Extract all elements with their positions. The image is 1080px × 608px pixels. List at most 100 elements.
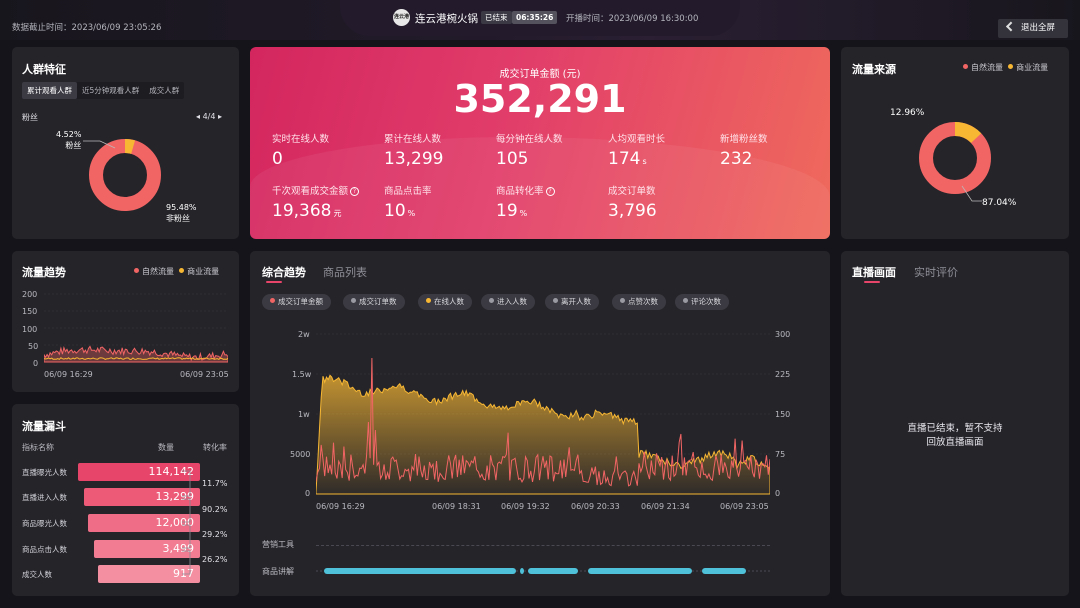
legend-commercial: 商业流量 [1016,63,1049,72]
help-icon[interactable]: ? [350,187,360,196]
combo-y-right-tick: 225 [775,370,791,379]
traffic-source-title: 流量来源 [852,63,896,76]
product-explain-segment [520,568,524,574]
chip-label: 在线人数 [434,297,464,306]
combo-y-left-tick: 5000 [290,450,311,459]
kpi-label: 成交订单数 [608,186,656,197]
chip-dot [620,298,625,303]
live-ended-line1: 直播已结束，暂不支持 [907,423,1003,434]
combo-x-tick: 06/09 23:05 [720,502,769,511]
kpi-value: 19,368 [272,201,332,221]
traffic-source-legend: 自然流量 商业流量 [963,62,1048,73]
kpi-label: 商品点击率 [384,186,432,197]
kpi-label: 实时在线人数 [272,134,330,145]
kpi-unit: 元 [333,209,342,218]
next-page-icon[interactable]: ▸ [215,112,222,121]
nonfan-label-group: 95.48% 非粉丝 [166,202,197,224]
exit-fullscreen-icon [1005,21,1016,32]
kpi-value: 174 [608,149,641,169]
trend-y-tick: 100 [22,325,38,334]
kpi-cumulative-online: 累计在线人数 13,299 [384,131,443,169]
funnel-row: 商品点击人数 3,499 [22,540,200,558]
store-name: 连云港椀火锅 [415,13,478,25]
metric-chip[interactable]: 评论次数 [675,294,729,310]
tab-live-view[interactable]: 直播画面 [852,266,896,279]
kpi-label: 人均观看时长 [608,134,666,145]
kpi-value: 10 [384,201,406,221]
funnel-row-name: 商品曝光人数 [22,519,67,528]
donut-slice-commercial [919,122,991,194]
fan-label-group: 4.52% 粉丝 [56,129,81,151]
trend-series-natural [44,345,228,363]
legend-natural: 自然流量 [142,267,174,276]
tab-recent-viewers[interactable]: 近5分钟观看人群 [82,86,140,95]
funnel-brackets [182,470,191,575]
crowd-title: 人群特征 [22,63,66,76]
legend-dot-commercial [179,268,185,273]
tab-combo-trend[interactable]: 综合趋势 [262,266,306,279]
trend-y-tick: 200 [22,290,38,299]
kpi-value: 19 [496,201,518,221]
trend-x-tick: 06/09 16:29 [44,370,93,379]
kpi-product-ctr: 商品点击率 10% [384,183,432,221]
chip-dot [683,298,688,303]
product-explain-segment [702,568,746,574]
legend-dot-commercial [1008,64,1014,69]
metric-chip[interactable]: 进入人数 [481,294,535,310]
crowd-pager: ◂ 4/4 ▸ [196,112,222,121]
kpi-order-count: 成交订单数 3,796 [608,183,657,221]
kpi-label: 千次观看成交金额 [272,186,349,197]
fan-label: 粉丝 [65,141,82,150]
chip-dot [426,298,431,303]
product-explain-label: 商品讲解 [262,567,294,576]
kpi-value: 3,796 [608,201,657,221]
live-view-panel [841,251,1069,596]
combo-x-tick: 06/09 16:29 [316,502,365,511]
kpi-avg-watch-time: 人均观看时长 174 s [608,131,665,169]
live-ended-line2: 回放直播画面 [926,437,984,448]
crowd-pager-label: 4/4 [202,112,216,121]
product-explain-segment [528,568,578,574]
kpi-product-cvr: 商品转化率? 19% [496,183,555,221]
metric-chip[interactable]: 在线人数 [418,294,472,310]
combo-x-tick: 06/09 21:34 [641,502,690,511]
metric-chip[interactable]: 点赞次数 [612,294,666,310]
combo-series-online [316,374,770,495]
metric-chip[interactable]: 成交订单金额 [262,294,331,310]
funnel-row-value: 12,000 [88,514,200,532]
traffic-trend-panel [12,251,239,392]
crowd-subtitle: 粉丝 [22,113,38,122]
metric-chip[interactable]: 成交订单数 [343,294,405,310]
tab-buyers[interactable]: 成交人群 [149,86,180,95]
prev-page-icon[interactable]: ◂ [196,112,203,121]
combo-y-right-tick: 150 [775,410,791,419]
combo-y-left-tick: 1.5w [292,370,312,379]
combo-x-tick: 06/09 20:33 [571,502,620,511]
commercial-pct: 12.96% [890,108,925,118]
funnel-row-value: 114,142 [78,463,200,481]
combo-series-sales-amount [316,357,770,487]
natural-leader-line [961,185,982,202]
combo-y-left-tick: 0 [305,489,311,498]
fan-pct: 4.52% [56,130,82,139]
chip-label: 成交订单数 [359,297,397,306]
traffic-source-panel [841,47,1069,239]
combo-y-right-tick: 300 [775,330,791,339]
tab-product-list[interactable]: 商品列表 [323,266,367,279]
funnel-row: 直播进入人数 13,299 [22,488,200,506]
exit-fullscreen-button[interactable]: 退出全屏 [998,19,1068,38]
funnel-row-name: 直播曝光人数 [22,468,67,477]
help-icon[interactable]: ? [545,187,555,196]
data-cutoff-time: 数据截止时间：2023/06/09 23:05:26 [12,23,162,33]
trend-y-tick: 150 [22,307,38,316]
combo-x-tick: 06/09 18:31 [432,502,481,511]
tab-realtime-reviews[interactable]: 实时评价 [914,266,958,279]
funnel-rate: 90.2% [202,505,228,514]
funnel-row-value: 13,299 [84,488,200,506]
hero-label: 成交订单金额 (元) [499,69,581,80]
metric-chip[interactable]: 离开人数 [545,294,599,310]
funnel-rate: 29.2% [202,530,228,539]
kpi-new-fans: 新增粉丝数 232 [720,131,768,169]
tab-cumulative-viewers[interactable]: 累计观看人群 [22,82,77,99]
funnel-col-rate: 转化率 [203,443,227,452]
